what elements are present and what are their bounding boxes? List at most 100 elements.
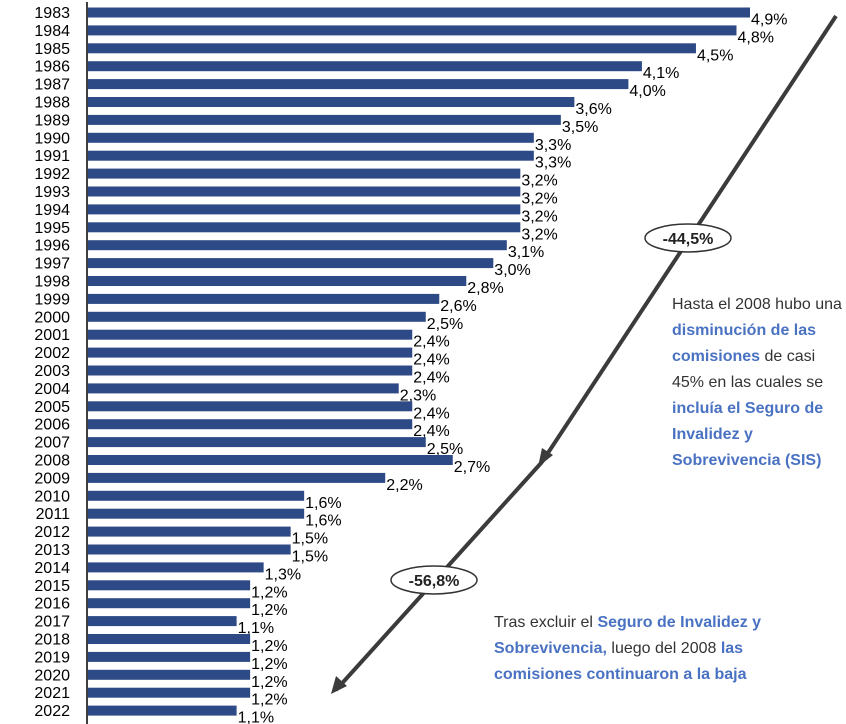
bar [88, 598, 251, 609]
value-label: 3,2% [521, 226, 557, 243]
value-label: 2,4% [413, 370, 449, 387]
value-label: 2,3% [400, 387, 436, 404]
year-label: 1989 [34, 112, 70, 129]
bar [88, 580, 251, 591]
value-label: 4,8% [737, 29, 773, 46]
value-label: 2,4% [413, 352, 449, 369]
value-label: 3,0% [494, 262, 530, 279]
value-label: 1,2% [251, 602, 287, 619]
bar [88, 329, 413, 340]
value-label: 3,6% [575, 101, 611, 118]
bar [88, 455, 453, 465]
year-label: 2013 [34, 542, 70, 559]
year-label: 2009 [34, 470, 70, 487]
year-label: 1987 [34, 77, 70, 94]
year-label: 2000 [34, 309, 70, 326]
year-label: 1990 [34, 130, 70, 147]
year-label: 1997 [34, 256, 70, 273]
year-label: 1984 [34, 23, 70, 40]
value-label: 2,4% [413, 423, 449, 440]
value-label: 1,6% [305, 495, 341, 512]
bar [88, 97, 575, 107]
bar [88, 7, 750, 18]
bar [88, 293, 440, 304]
value-label: 3,3% [535, 137, 571, 154]
year-label: 2007 [34, 435, 70, 452]
year-label: 1994 [34, 202, 70, 219]
year-label: 2014 [34, 560, 70, 577]
year-label: 2006 [34, 417, 70, 434]
badge-56-shape [390, 565, 478, 595]
year-label: 2017 [34, 614, 70, 631]
year-label: 2003 [34, 363, 70, 380]
year-label: 1993 [34, 184, 70, 201]
bar [88, 276, 467, 286]
value-label: 3,3% [535, 155, 571, 172]
value-label: 2,4% [413, 334, 449, 351]
bar [88, 616, 237, 627]
bar [88, 43, 696, 54]
year-label: 1991 [34, 148, 70, 165]
bar [88, 222, 521, 233]
bar [88, 168, 521, 179]
value-label: 1,5% [292, 531, 328, 548]
badge-44-shape [644, 223, 732, 253]
value-label: 1,2% [251, 674, 287, 691]
bar [88, 562, 264, 573]
bar [88, 472, 386, 483]
bar [88, 508, 305, 519]
year-label: 2004 [34, 381, 70, 398]
value-label: 4,5% [697, 47, 733, 64]
note2-text-1: Tras excluir el [494, 614, 598, 631]
bar [88, 401, 413, 412]
year-label: 2015 [34, 578, 70, 595]
value-label: 1,1% [238, 620, 274, 637]
year-label: 1983 [34, 5, 70, 22]
year-label: 1985 [34, 41, 70, 58]
value-label: 3,2% [521, 173, 557, 190]
badge-56-text: -56,8% [409, 573, 460, 590]
bar [88, 79, 629, 90]
bar [88, 61, 642, 72]
value-label: 3,2% [521, 208, 557, 225]
year-label: 2008 [34, 453, 70, 470]
badge-44-text: -44,5% [663, 231, 714, 248]
value-label: 4,0% [629, 83, 665, 100]
bar [88, 114, 561, 125]
note2-highlight-2: las comisiones continuaron a la baja [494, 640, 747, 683]
bar [88, 240, 507, 251]
bar [88, 204, 521, 215]
bar [88, 365, 413, 376]
year-label: 1986 [34, 59, 70, 76]
year-label: 1995 [34, 220, 70, 237]
year-label: 2010 [34, 488, 70, 505]
value-label: 2,8% [467, 280, 503, 297]
note2-highlight-1: Seguro de Invalidez y Sobrevivencia, [494, 614, 762, 657]
note1-text-2: de casi 45% en las cuales se [672, 348, 824, 391]
year-label: 2001 [34, 327, 70, 344]
bar [88, 186, 521, 197]
bar [88, 669, 251, 680]
year-label: 1988 [34, 95, 70, 112]
bar [88, 634, 251, 644]
value-label: 1,2% [251, 638, 287, 655]
bar [88, 258, 494, 269]
value-label: 2,2% [386, 477, 422, 494]
year-label: 2012 [34, 524, 70, 541]
year-label: 2011 [36, 506, 71, 523]
value-label: 1,6% [305, 513, 341, 530]
bar [88, 544, 291, 555]
value-label: 1,5% [292, 549, 328, 566]
value-label: 1,3% [265, 566, 301, 583]
value-label: 2,5% [427, 441, 463, 458]
year-label: 1996 [34, 238, 70, 255]
value-label: 2,7% [454, 459, 490, 476]
value-label: 2,4% [413, 405, 449, 422]
year-label: 2020 [34, 667, 70, 684]
badge-44: -44,5% [644, 223, 732, 253]
note2-text-2: luego del 2008 [606, 640, 721, 657]
bar [88, 311, 426, 322]
bar [88, 651, 251, 662]
bar [88, 490, 305, 501]
note-before-2008: Hasta el 2008 hubo una disminución de la… [672, 292, 842, 474]
